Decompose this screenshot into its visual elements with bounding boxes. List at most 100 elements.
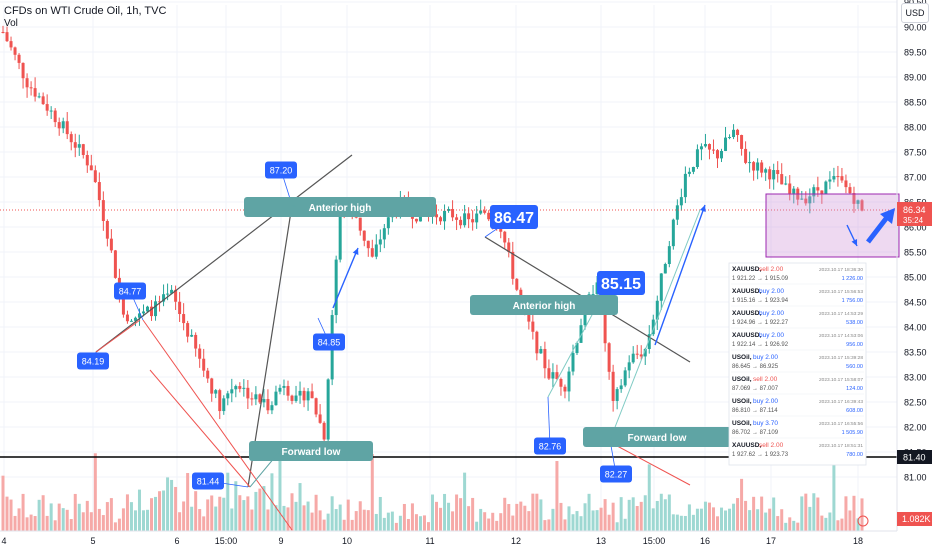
volume-bar: [728, 508, 732, 531]
volume-bar: [41, 495, 45, 531]
volume-bar: [467, 506, 471, 531]
volume-bar: [756, 509, 760, 531]
callout-box: [470, 295, 618, 315]
volume-bar: [443, 493, 447, 531]
volume-bar: [695, 508, 699, 531]
last-price-label: 86.34: [903, 205, 926, 215]
trade-row: USOil, buy 3.70 86.702 → 87.109 2023.10.17 …: [731, 420, 864, 439]
volume-bar: [186, 473, 190, 531]
x-tick-label: 12: [511, 536, 521, 546]
y-tick-label: 82.00: [904, 423, 927, 433]
candle-body: [627, 362, 631, 371]
volume-bar: [627, 499, 631, 531]
candle-body: [113, 250, 117, 278]
trade-time: 2023.10.17 14:53:29: [819, 311, 863, 317]
volume-bar: [587, 493, 591, 531]
y-tick-label: 82.50: [904, 398, 927, 408]
volume-bar: [45, 515, 49, 531]
y-tick-label: 89.50: [904, 48, 927, 58]
volume-bar: [655, 500, 659, 531]
volume-bar: [435, 501, 439, 531]
candle-body: [270, 405, 274, 411]
volume-bar: [146, 509, 150, 531]
currency-button[interactable]: USD: [901, 3, 929, 23]
candle-body: [840, 176, 844, 181]
down-arrow-head: [851, 239, 858, 246]
x-tick-label: 18: [853, 536, 863, 546]
volume-bar: [679, 515, 683, 531]
volume-indicator-label[interactable]: Vol: [4, 18, 18, 29]
y-tick-label: 81.00: [904, 473, 927, 483]
candle-body: [105, 220, 109, 239]
volume-bar: [860, 498, 864, 531]
volume-bar: [563, 519, 567, 531]
price-label-box: [534, 437, 566, 455]
candle-body: [290, 395, 294, 401]
candle-body: [286, 385, 290, 396]
up-arrow: [332, 247, 359, 309]
candle-body: [619, 385, 623, 390]
volume-bar: [591, 510, 595, 531]
candle-body: [756, 162, 760, 171]
y-tick-label: 90.00: [904, 23, 927, 33]
y-tick-label: 83.00: [904, 373, 927, 383]
candle-body: [683, 173, 687, 198]
volume-bar: [764, 512, 768, 531]
volume-value-label: 1.082K: [902, 514, 931, 524]
volume-bar: [647, 464, 651, 531]
trade-pnl: 1 226.00: [842, 276, 863, 282]
volume-bar: [631, 497, 635, 531]
volume-bar: [820, 515, 824, 531]
candle-body: [133, 317, 137, 321]
volume-bar: [651, 508, 655, 531]
trade-range: 86.810 → 87.114: [732, 408, 778, 414]
volume-bar: [583, 503, 587, 531]
candle-body: [764, 169, 768, 173]
x-tick-label: 15:00: [215, 536, 238, 546]
candle-body: [748, 162, 752, 164]
volume-bar: [29, 514, 33, 531]
price-label-box: [114, 282, 146, 300]
volume-bar: [85, 500, 89, 531]
callout-pointer: [249, 450, 281, 488]
candle-body: [567, 371, 571, 392]
candle-body: [33, 88, 37, 97]
up-arrow: [654, 204, 706, 346]
candle-body: [266, 399, 270, 411]
candle-body: [736, 129, 740, 136]
volume-bar: [752, 496, 756, 531]
volume-bar: [109, 498, 113, 531]
price-axis: 90.5090.0089.5089.0088.5088.0087.5087.00…: [0, 0, 932, 532]
candle-body: [57, 122, 61, 129]
volume-bar: [290, 493, 294, 531]
candle-body: [800, 198, 804, 200]
candle-body: [73, 142, 77, 148]
big-up-arrow-head: [880, 208, 895, 224]
candle-body: [635, 353, 639, 355]
trade-time: 2023.10.17 15:58:07: [819, 377, 863, 383]
volume-bar: [535, 493, 539, 531]
volume-bar: [57, 503, 61, 531]
candle-body: [816, 187, 820, 191]
callout-box: [244, 197, 436, 217]
volume-bar: [555, 461, 559, 531]
candle-body: [675, 205, 679, 220]
volume-bar: [101, 515, 105, 531]
volume-bar: [495, 520, 499, 531]
volume-bar: [386, 512, 390, 531]
volume-bar: [527, 511, 531, 531]
candle-body: [507, 242, 511, 252]
volume-bar: [531, 493, 535, 531]
candle-body: [218, 390, 222, 412]
candle-body: [61, 121, 65, 129]
candle-body: [129, 320, 133, 322]
candle-body: [125, 314, 129, 322]
candle-body: [844, 180, 848, 188]
volume-bar: [463, 472, 467, 531]
candle-body: [170, 289, 174, 294]
candle-body: [318, 414, 322, 423]
volume-bar: [683, 515, 687, 531]
volume-bar: [398, 515, 402, 531]
volume-bar: [523, 505, 527, 531]
